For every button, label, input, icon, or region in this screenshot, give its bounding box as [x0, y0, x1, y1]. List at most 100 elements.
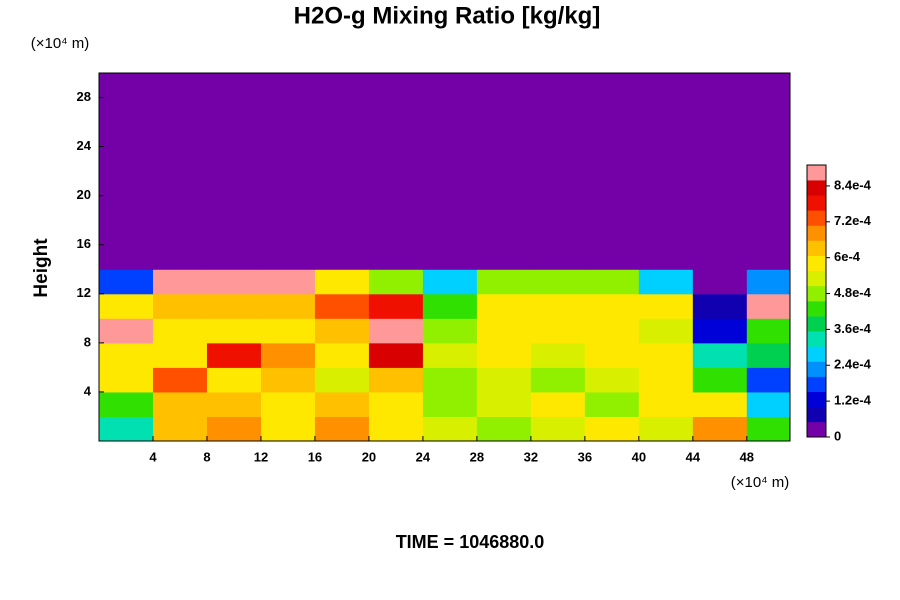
heat-cell	[260, 73, 316, 99]
heat-cell	[692, 97, 748, 123]
y-tick-label: 12	[77, 285, 91, 300]
heat-cell	[584, 416, 640, 442]
heat-cell	[206, 171, 262, 197]
x-tick-label: 12	[254, 449, 268, 464]
heat-cell	[260, 97, 316, 123]
heat-cell	[206, 269, 262, 295]
heat-cell	[476, 318, 532, 344]
heat-cell	[692, 367, 748, 393]
heat-cell	[746, 318, 791, 344]
heat-cell	[584, 391, 640, 417]
heat-cell	[584, 122, 640, 148]
heat-cell	[206, 146, 262, 172]
heat-cell	[152, 195, 208, 221]
heat-cell	[476, 293, 532, 319]
heat-cell	[99, 97, 154, 123]
heat-cell	[530, 416, 586, 442]
heat-cell	[584, 146, 640, 172]
heat-cell	[368, 293, 424, 319]
x-tick-label: 44	[686, 449, 701, 464]
heat-cell	[422, 342, 478, 368]
heat-cell	[422, 195, 478, 221]
heat-cell	[99, 73, 154, 99]
heat-cell	[368, 146, 424, 172]
colorbar-swatch	[807, 421, 826, 438]
heat-cell	[152, 367, 208, 393]
heat-cell	[152, 97, 208, 123]
heat-cell	[476, 244, 532, 270]
heat-cell	[152, 171, 208, 197]
heat-cell	[314, 416, 370, 442]
heat-cell	[530, 171, 586, 197]
heat-cell	[476, 416, 532, 442]
heat-cell	[638, 269, 694, 295]
heat-cell	[368, 269, 424, 295]
colorbar-swatch	[807, 376, 826, 392]
heat-cell	[206, 293, 262, 319]
heat-cell	[368, 416, 424, 442]
heat-cell	[99, 195, 154, 221]
heat-cell	[422, 269, 478, 295]
colorbar-swatch	[807, 255, 826, 272]
heat-cell	[314, 269, 370, 295]
heat-cell	[368, 367, 424, 393]
x-tick-label: 32	[524, 449, 538, 464]
heat-cell	[530, 391, 586, 417]
heat-cell	[692, 318, 748, 344]
x-tick-label: 40	[632, 449, 646, 464]
heat-cell	[99, 244, 154, 270]
heat-cell	[368, 244, 424, 270]
heat-cell	[152, 146, 208, 172]
heat-cell	[692, 342, 748, 368]
x-tick-label: 28	[470, 449, 484, 464]
colorbar-swatch	[807, 240, 826, 256]
colorbar-tick-label: 1.2e-4	[834, 393, 872, 408]
heat-cell	[260, 391, 316, 417]
heat-cell	[368, 391, 424, 417]
x-tick-label: 20	[362, 449, 376, 464]
heat-cell	[746, 146, 791, 172]
heat-cell	[584, 171, 640, 197]
heat-cell	[314, 342, 370, 368]
y-tick-label: 8	[84, 334, 91, 349]
heat-cell	[314, 122, 370, 148]
heat-cell	[206, 391, 262, 417]
heat-cell	[206, 416, 262, 442]
x-tick-label: 24	[416, 449, 431, 464]
heat-cell	[368, 122, 424, 148]
heat-cell	[530, 342, 586, 368]
heat-cell	[422, 122, 478, 148]
heat-cell	[422, 73, 478, 99]
y-axis-label: Height	[31, 238, 52, 298]
heat-cell	[422, 416, 478, 442]
heat-cell	[422, 318, 478, 344]
x-tick-label: 16	[308, 449, 322, 464]
heat-cell	[692, 171, 748, 197]
heat-cell	[152, 122, 208, 148]
colorbar-tick-label: 8.4e-4	[834, 177, 872, 192]
heat-cell	[314, 97, 370, 123]
heat-cell	[260, 318, 316, 344]
heat-cell	[746, 73, 791, 99]
heat-cell	[692, 416, 748, 442]
y-tick-label: 28	[77, 89, 91, 104]
heat-cell	[476, 171, 532, 197]
heat-cell	[638, 220, 694, 246]
heat-cell	[638, 367, 694, 393]
heat-cell	[314, 195, 370, 221]
heat-cell	[692, 244, 748, 270]
x-tick-label: 48	[740, 449, 754, 464]
y-tick-label: 24	[77, 138, 92, 153]
heat-cell	[530, 220, 586, 246]
colorbar-tick-label: 7.2e-4	[834, 213, 872, 228]
heat-cell	[99, 122, 154, 148]
heat-cell	[206, 342, 262, 368]
heat-cell	[152, 342, 208, 368]
time-label: TIME = 1046880.0	[396, 532, 545, 552]
heat-cell	[746, 367, 791, 393]
heat-cell	[152, 73, 208, 99]
heat-cell	[206, 244, 262, 270]
colorbar-swatch	[807, 210, 826, 226]
heat-cell	[314, 367, 370, 393]
